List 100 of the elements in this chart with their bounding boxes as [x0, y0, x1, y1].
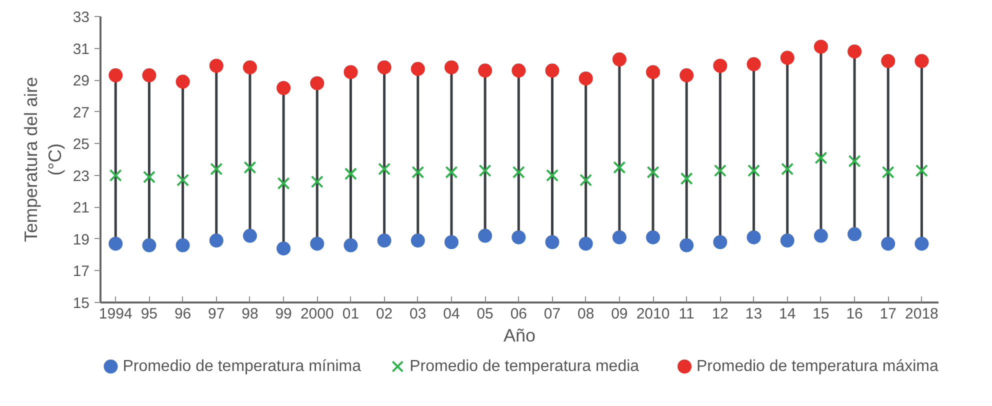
point: [176, 174, 190, 186]
point: [209, 234, 224, 248]
point: [713, 58, 728, 73]
x-tick-label: 05: [476, 306, 494, 322]
point: [310, 236, 324, 251]
x-tick-label: 17: [880, 306, 896, 322]
point: [242, 228, 257, 243]
x-tick-label: 2010: [636, 306, 670, 322]
point: [142, 238, 156, 252]
point: [578, 71, 593, 86]
point: [108, 68, 123, 82]
point: [914, 236, 929, 251]
point: [714, 164, 726, 177]
point: [176, 74, 190, 89]
point: [612, 52, 626, 66]
y-tick-label: 19: [72, 231, 90, 248]
point: [646, 65, 660, 80]
point: [780, 50, 794, 65]
point: [478, 64, 492, 78]
point: [747, 164, 760, 177]
point: [780, 234, 794, 248]
point: [377, 60, 392, 74]
y-tick-label: 31: [72, 40, 90, 58]
x-tick-label: 02: [376, 306, 393, 322]
point: [713, 235, 728, 250]
point: [915, 164, 928, 177]
point: [580, 174, 592, 186]
y-tick-label: 15: [72, 295, 90, 312]
x-tick-label: 11: [678, 306, 694, 322]
point: [612, 230, 626, 244]
point: [746, 57, 761, 72]
point: [377, 234, 392, 248]
x-tick-label: 13: [745, 306, 762, 322]
legend-label: Promedio de temperatura máxima: [696, 358, 938, 375]
point: [310, 175, 324, 188]
x-tick-label: 99: [275, 306, 292, 322]
point: [444, 60, 458, 74]
point: [781, 162, 794, 176]
point: [848, 154, 861, 168]
point: [746, 230, 761, 244]
x-tick-label: 96: [174, 306, 192, 322]
point: [512, 64, 526, 78]
point: [344, 238, 358, 252]
x-tick-label: 98: [242, 306, 258, 322]
point: [545, 235, 560, 250]
point: [680, 238, 694, 252]
y-tick-label: 23: [72, 168, 90, 185]
x-tick-label: 14: [779, 306, 796, 322]
x-tick-label: 01: [342, 306, 360, 322]
y-tick-label: 17: [72, 263, 90, 280]
point: [613, 161, 626, 174]
point: [881, 236, 896, 251]
x-tick-label: 2018: [905, 306, 938, 322]
x-tick-label: 12: [712, 306, 729, 322]
point: [881, 54, 896, 68]
y-tick-label: 21: [72, 200, 90, 217]
point: [478, 228, 492, 243]
x-tick-label: 97: [208, 306, 225, 322]
y-tick-label: 25: [72, 136, 90, 154]
point: [814, 152, 828, 164]
point: [512, 230, 526, 244]
point: [410, 234, 425, 248]
point: [680, 172, 693, 185]
point: [410, 62, 425, 76]
point: [848, 44, 862, 58]
point: [512, 166, 525, 179]
point: [276, 241, 291, 256]
point: [142, 170, 156, 184]
x-tick-label: 03: [410, 306, 426, 322]
point: [242, 60, 257, 74]
point: [445, 166, 458, 179]
x-tick-label: 95: [140, 306, 158, 322]
point: [545, 64, 560, 78]
x-tick-label: 08: [577, 306, 594, 322]
legend-label: Promedio de temperatura media: [410, 358, 640, 375]
y-tick-label: 33: [72, 9, 90, 26]
point: [882, 166, 894, 179]
x-tick-label: 16: [846, 306, 863, 322]
x-tick-label: 07: [544, 306, 561, 322]
x-axis-title: Año: [503, 326, 536, 346]
point: [209, 58, 224, 73]
y-tick-label: 27: [72, 104, 90, 122]
point: [244, 161, 256, 174]
x-tick-label: 15: [812, 306, 830, 322]
point: [546, 169, 559, 182]
x-tick-label: 09: [611, 306, 628, 322]
point: [142, 68, 156, 82]
y-tick-label: 29: [72, 72, 90, 90]
x-tick-label: 1994: [98, 306, 132, 322]
point: [412, 166, 424, 179]
point: [210, 162, 223, 176]
point: [276, 81, 291, 95]
point: [344, 167, 358, 180]
point: [108, 236, 123, 251]
point: [646, 166, 660, 179]
point: [578, 236, 593, 251]
x-tick-label: 2000: [300, 306, 334, 322]
point: [109, 169, 122, 182]
point: [646, 230, 660, 244]
legend-label: Promedio de temperatura mínima: [122, 358, 362, 375]
